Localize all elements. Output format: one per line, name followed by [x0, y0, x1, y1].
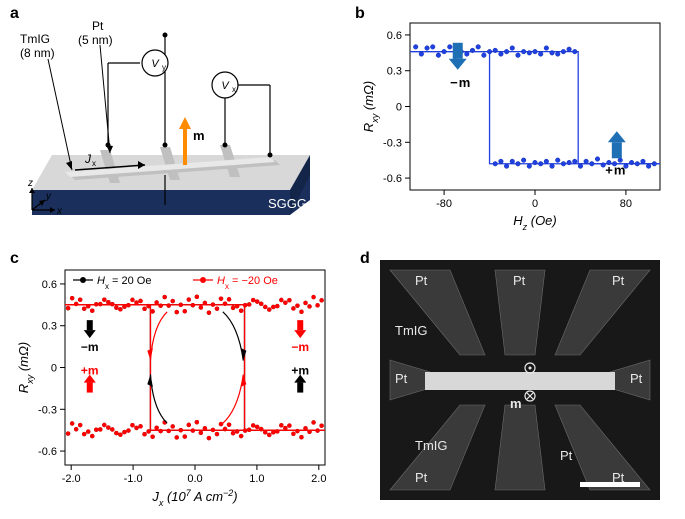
svg-text:1.0: 1.0 — [249, 473, 264, 485]
panel-a-label: a — [10, 5, 19, 23]
svg-text:+: + — [605, 162, 613, 177]
svg-text:Hx = 20 Oe: Hx = 20 Oe — [97, 275, 151, 291]
svg-text:Pt: Pt — [630, 371, 643, 386]
svg-text:m: m — [459, 75, 471, 90]
panel-c-chart: -2.0 -1.0 0.0 1.0 2.0 -0.6 -0.3 0 0.3 0.6 Jx (107 … — [10, 250, 340, 510]
svg-text:-0.3: -0.3 — [38, 404, 57, 416]
svg-text:0: 0 — [51, 363, 57, 375]
svg-text:Pt: Pt — [560, 448, 573, 463]
sggg-label: SGGG — [268, 196, 307, 211]
svg-text:−m: −m — [291, 340, 309, 354]
svg-text:z: z — [27, 178, 33, 189]
svg-text:x: x — [92, 159, 96, 168]
svg-text:0.6: 0.6 — [387, 30, 402, 42]
svg-text:Hz (Oe): Hz (Oe) — [513, 213, 557, 232]
svg-text:0: 0 — [532, 198, 538, 210]
svg-text:0.3: 0.3 — [387, 66, 402, 78]
svg-text:Pt: Pt — [395, 371, 408, 386]
panel-d: d m Pt Pt Pt TmIG Pt — [360, 250, 670, 510]
svg-text:80: 80 — [620, 198, 632, 210]
svg-text:2.0: 2.0 — [311, 473, 326, 485]
tmig-label: TmIG — [20, 32, 50, 46]
svg-text:0.0: 0.0 — [187, 473, 202, 485]
svg-text:y: y — [162, 63, 166, 72]
pt-label-d1: Pt — [415, 273, 428, 288]
svg-text:Pt: Pt — [612, 273, 625, 288]
svg-text:x: x — [232, 85, 236, 94]
panel-a: a — [10, 5, 340, 225]
svg-text:y: y — [45, 191, 52, 202]
svg-text:−: − — [450, 75, 458, 90]
svg-text:-1.0: -1.0 — [124, 473, 143, 485]
svg-text:+m: +m — [81, 363, 99, 377]
svg-text:0.3: 0.3 — [42, 321, 57, 333]
svg-text:-0.3: -0.3 — [383, 137, 402, 149]
panel-d-label: d — [360, 250, 370, 268]
svg-text:+m: +m — [291, 363, 309, 377]
panel-b: b -80080-0.6-0.300.30.6Hz (Oe)Rxy (mΩ)−m… — [355, 5, 675, 230]
svg-text:-80: -80 — [436, 198, 452, 210]
svg-text:m: m — [614, 162, 626, 177]
svg-text:Hx = −20 Oe: Hx = −20 Oe — [217, 275, 278, 291]
scale-bar — [580, 482, 640, 487]
panel-d-image: m Pt Pt Pt TmIG Pt Pt TmIG Pt Pt Pt — [380, 260, 660, 500]
svg-text:-0.6: -0.6 — [383, 173, 402, 185]
pt-label: Pt — [92, 19, 104, 33]
svg-text:Pt: Pt — [513, 273, 526, 288]
tmig-label-d1: TmIG — [395, 323, 428, 338]
svg-text:TmIG: TmIG — [415, 438, 448, 453]
panel-a-schematic: V y V x J x m TmIG (8 nm) Pt (5 nm) SGGG — [10, 5, 340, 225]
svg-text:(8 nm): (8 nm) — [20, 46, 55, 60]
svg-text:0.6: 0.6 — [42, 279, 57, 291]
svg-text:−m: −m — [81, 340, 99, 354]
panel-b-label: b — [355, 5, 365, 23]
svg-text:-2.0: -2.0 — [62, 473, 81, 485]
jx-label: J — [84, 152, 92, 166]
m-label-d: m — [510, 396, 522, 411]
svg-text:0: 0 — [396, 102, 402, 114]
svg-text:Rxy (mΩ): Rxy (mΩ) — [361, 81, 380, 132]
svg-text:Pt: Pt — [415, 470, 428, 485]
svg-text:-0.6: -0.6 — [38, 446, 57, 458]
panel-c-label: c — [10, 250, 19, 268]
svg-text:(5 nm): (5 nm) — [78, 33, 113, 47]
svg-text:Jx (107 A cm−2): Jx (107 A cm−2) — [151, 488, 237, 508]
panel-b-chart: -80080-0.6-0.300.30.6Hz (Oe)Rxy (mΩ)−m+m — [355, 5, 675, 230]
svg-text:x: x — [56, 206, 63, 217]
svg-text:Rxy (mΩ): Rxy (mΩ) — [16, 342, 35, 393]
panel-c: c -2.0 -1.0 0.0 1.0 2.0 -0.6 -0.3 0 0.3 0.6 Jx (10… — [10, 250, 340, 510]
m-label: m — [193, 128, 205, 143]
